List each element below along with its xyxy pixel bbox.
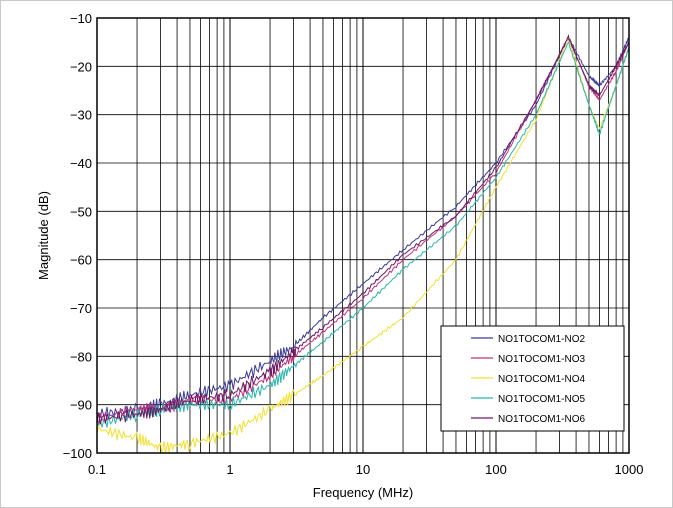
y-tick-label: −20: [70, 59, 92, 74]
legend-entry: NO1TOCOM1-NO4: [498, 374, 585, 385]
y-tick-label: −50: [70, 204, 92, 219]
series-layer: [96, 33, 630, 454]
legend-entry: NO1TOCOM1-NO2: [498, 334, 585, 345]
legend-entry: NO1TOCOM1-NO3: [498, 354, 585, 365]
x-axis-label: Frequency (MHz): [313, 485, 413, 500]
x-tick-label: 10: [356, 462, 370, 477]
y-tick-label: −30: [70, 108, 92, 123]
x-tick-labels: 0.1 1 10 100 1000: [88, 462, 644, 477]
y-tick-labels: −10 −20 −30 −40 −50 −60 −70 −80 −90 −100: [63, 11, 92, 461]
y-axis-label: Magnitude (dB): [36, 191, 51, 280]
y-tick-label: −80: [70, 349, 92, 364]
y-tick-label: −10: [70, 11, 92, 26]
x-tick-label: 100: [485, 462, 507, 477]
series-line-4: [97, 41, 630, 428]
x-tick-label: 1000: [615, 462, 644, 477]
plot-border: [96, 17, 630, 454]
y-tick-label: −90: [70, 398, 92, 413]
series-line-2: [96, 37, 630, 426]
x-tick-label: 1: [226, 462, 233, 477]
y-tick-label: −100: [63, 446, 92, 461]
series-line-1: [96, 35, 630, 420]
x-tick-label: 0.1: [88, 462, 106, 477]
y-tick-label: −40: [70, 156, 92, 171]
legend-entry: NO1TOCOM1-NO5: [498, 394, 585, 405]
series-line-3: [96, 35, 630, 454]
series-line-5: [96, 33, 630, 425]
legend: NO1TOCOM1-NO2 NO1TOCOM1-NO3 NO1TOCOM1-NO4 N…: [440, 325, 625, 432]
y-tick-label: −60: [70, 253, 92, 268]
legend-entry: NO1TOCOM1-NO6: [498, 414, 585, 425]
y-tick-label: −70: [70, 301, 92, 316]
